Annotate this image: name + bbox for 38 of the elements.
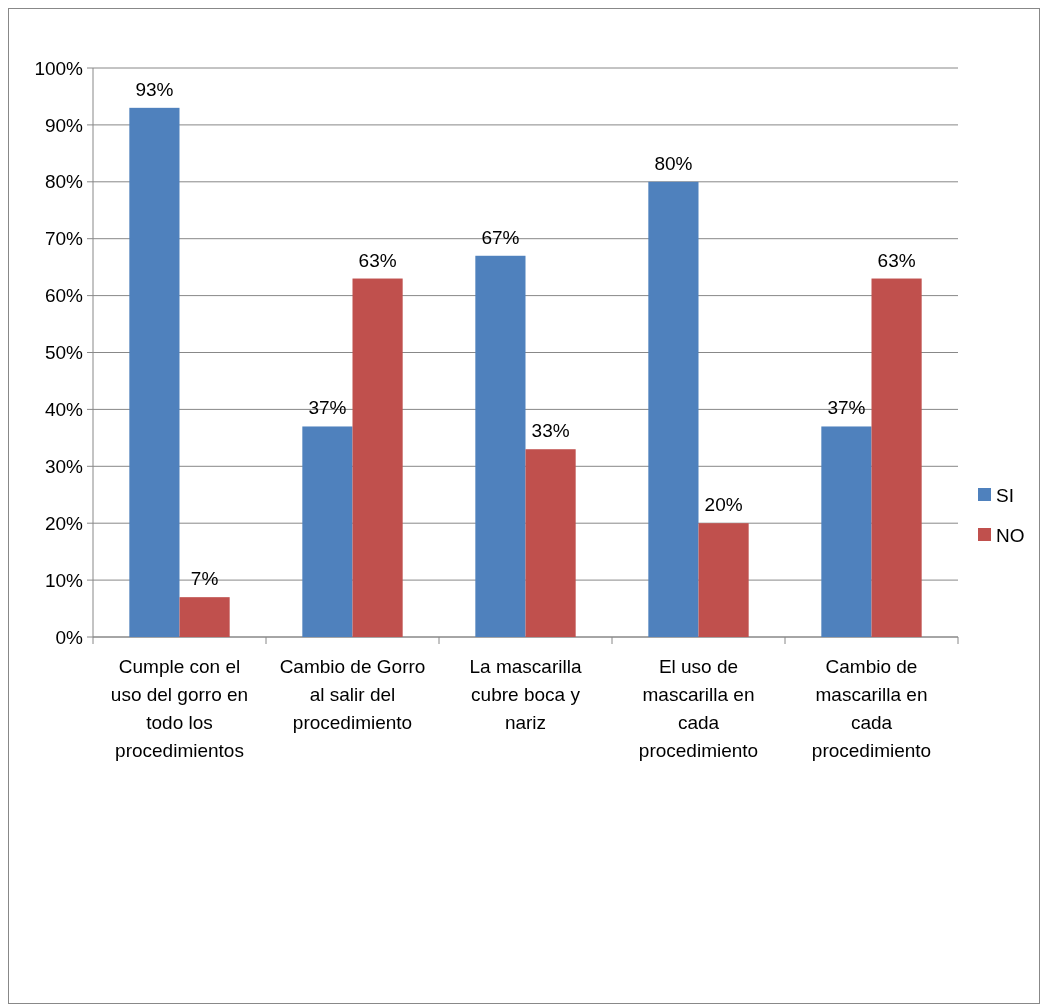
y-tick-label: 60% [44,285,84,307]
bar [698,523,749,637]
bar [871,278,922,637]
data-label: 63% [358,249,397,271]
data-label: 37% [308,397,347,419]
y-tick-label: 0% [55,626,84,648]
y-tick-label: 10% [44,569,84,591]
x-tick-label: Cumple con el uso del gorro en todo los procedimientos [110,656,249,761]
y-tick-label: 80% [44,171,84,193]
bar [179,597,230,637]
y-tick-label: 100% [34,57,84,79]
bar [302,426,353,637]
bar [352,278,403,637]
legend-label: NO [996,524,1025,546]
y-tick-label: 70% [44,228,84,250]
data-label: 80% [654,152,693,174]
bar [821,426,872,637]
x-tick-label: Cambio de mascarilla en cada procedimiento [811,656,932,761]
y-tick-label: 50% [44,342,84,364]
x-tick-label: El uso de mascarilla en cada procedimiento [638,656,759,761]
data-label: 7% [190,568,219,590]
y-tick-label: 40% [44,399,84,421]
x-tick-label: La mascarilla cubre boca y nariz [469,656,582,733]
y-tick-label: 20% [44,512,84,534]
bar [648,181,699,637]
data-label: 37% [827,397,866,419]
data-label: 33% [531,420,570,442]
x-tick-label: Cambio de Gorro al salir del procedimiento [279,656,426,733]
y-tick-label: 30% [44,455,84,477]
data-label: 93% [135,78,174,100]
data-label: 63% [877,249,916,271]
bar [129,107,180,637]
legend-label: SI [996,484,1014,506]
bar [525,449,576,637]
y-tick-label: 90% [44,114,84,136]
bar [475,255,526,637]
data-label: 67% [481,226,520,248]
data-label: 20% [704,494,743,516]
